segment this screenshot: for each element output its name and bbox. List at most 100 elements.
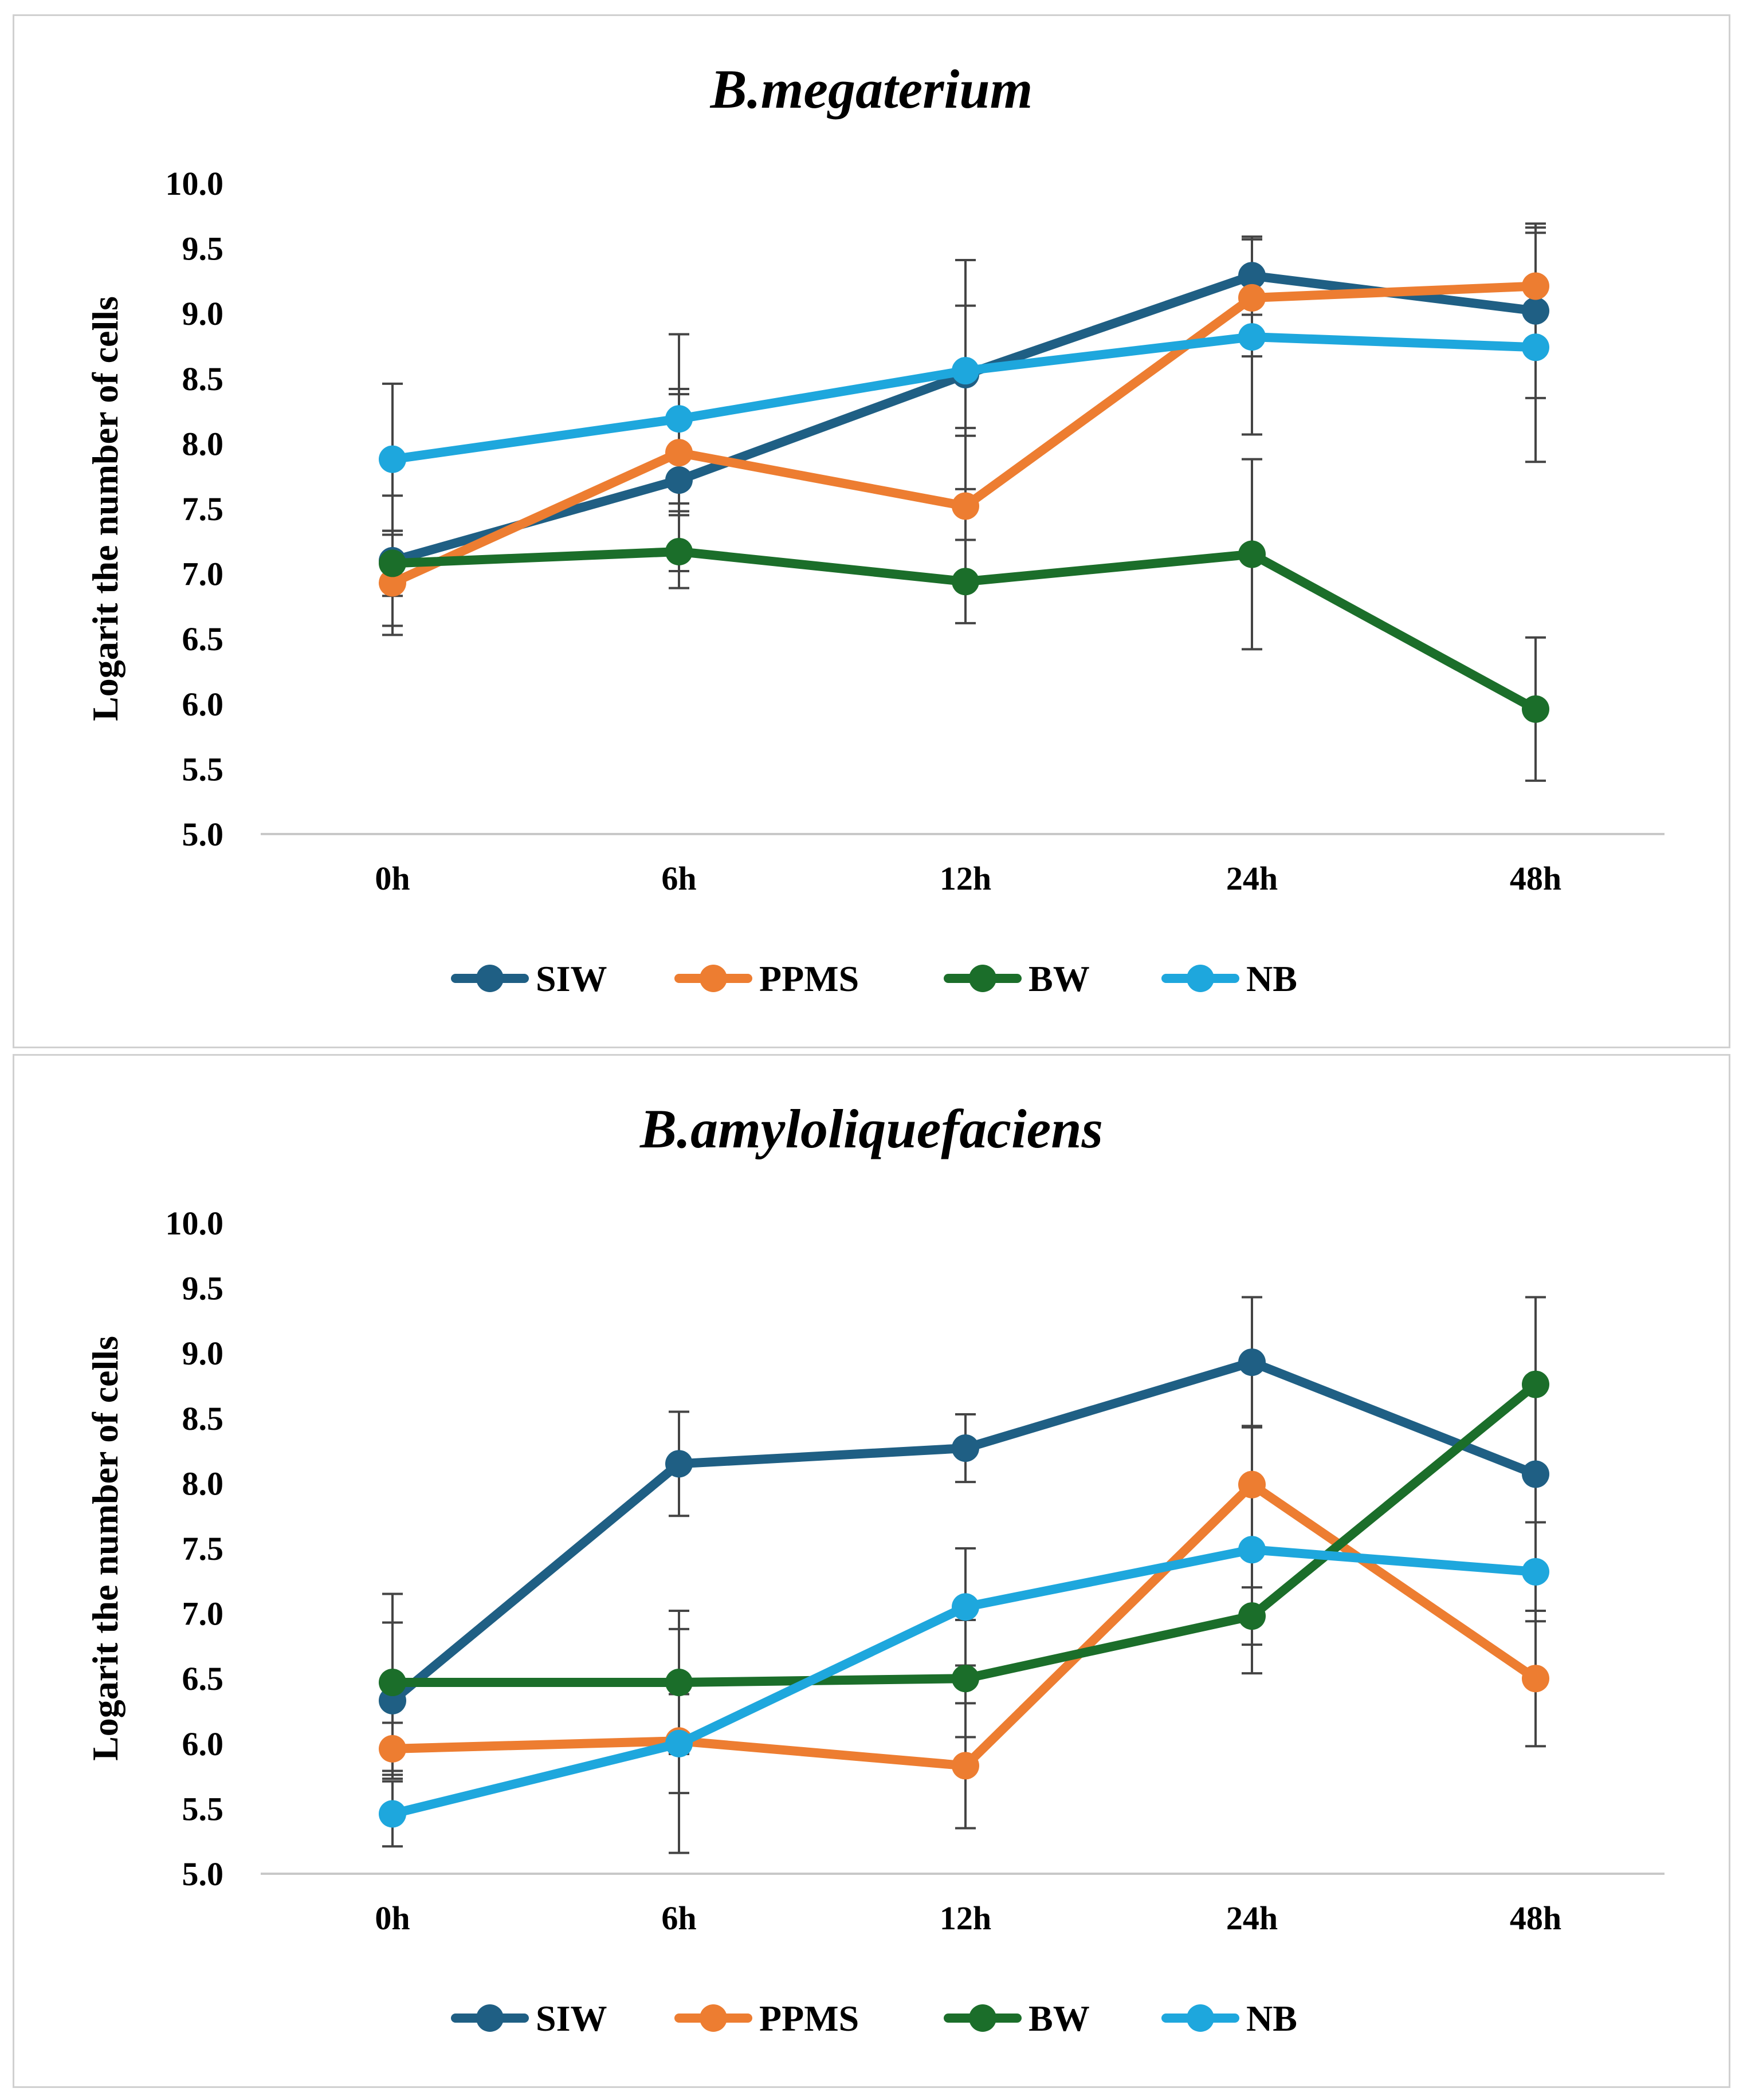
legend-label: BW xyxy=(1028,1998,1090,2039)
legend-label: SIW xyxy=(536,958,607,999)
y-tick-label-7-0: 7.0 xyxy=(182,1595,224,1633)
y-tick-label-9-0: 9.0 xyxy=(182,1335,224,1372)
legend-swatch-marker xyxy=(476,2004,504,2032)
point-nb-48h xyxy=(1522,333,1549,361)
point-bw-6h xyxy=(665,537,693,565)
legend-item-siw: SIW xyxy=(451,958,607,999)
legend-label: BW xyxy=(1028,958,1090,999)
legend-label: NB xyxy=(1246,1998,1297,2039)
point-nb-0h xyxy=(379,445,406,473)
y-tick-label-8-0: 8.0 xyxy=(182,1465,224,1502)
y-tick-label-6-5: 6.5 xyxy=(182,620,224,658)
chart-megaterium: B.megaterium Logarit the number of cells 5… xyxy=(85,58,1665,999)
y-tick-label-6-5: 6.5 xyxy=(182,1660,224,1697)
chart-title: B.megaterium xyxy=(710,58,1033,120)
legend-swatch-marker xyxy=(969,965,996,992)
y-tick-label-5-5: 5.5 xyxy=(182,1790,224,1827)
y-tick-label-10-0: 10.0 xyxy=(166,165,224,202)
legend-swatch-marker xyxy=(700,965,727,992)
y-axis-label: Logarit the number of cells xyxy=(85,1336,125,1761)
y-tick-label-6-0: 6.0 xyxy=(182,1725,224,1763)
series-line-siw xyxy=(388,1358,1540,1705)
x-tick-label-6h: 6h xyxy=(661,1900,696,1937)
legend-label: PPMS xyxy=(759,958,859,999)
y-tick-label-8-0: 8.0 xyxy=(182,425,224,462)
point-ppms-0h xyxy=(379,569,406,597)
point-siw-24h xyxy=(1238,1348,1266,1377)
legend-item-ppms: PPMS xyxy=(674,1998,859,2039)
point-siw-6h xyxy=(665,1450,693,1478)
x-tick-label-0h: 0h xyxy=(375,1900,410,1937)
legend-item-nb: NB xyxy=(1161,1998,1297,2039)
point-bw-48h xyxy=(1522,1370,1549,1398)
y-tick-label-7-5: 7.5 xyxy=(182,490,224,528)
point-ppms-48h xyxy=(1522,272,1549,300)
point-ppms-12h xyxy=(952,492,979,520)
point-siw-6h xyxy=(665,466,693,494)
chart-amyloliquefaciens: B.amyloliquefaciens Logarit the number of… xyxy=(85,1098,1665,2039)
legend-item-siw: SIW xyxy=(451,1998,607,2039)
point-nb-24h xyxy=(1238,323,1266,351)
legend-label: NB xyxy=(1246,958,1297,999)
y-tick-label-5-0: 5.0 xyxy=(182,816,224,853)
y-tick-label-5-0: 5.0 xyxy=(182,1855,224,1893)
x-tick-label-12h: 12h xyxy=(940,1900,991,1937)
legend-swatch-marker xyxy=(1187,965,1214,992)
point-bw-12h xyxy=(952,568,979,596)
point-siw-12h xyxy=(952,1434,979,1462)
point-bw-0h xyxy=(379,1669,406,1697)
legend-swatch-marker xyxy=(969,2004,996,2032)
point-siw-48h xyxy=(1522,297,1549,325)
x-tick-label-12h: 12h xyxy=(940,860,991,897)
x-tick-label-6h: 6h xyxy=(661,860,696,897)
y-tick-label-8-5: 8.5 xyxy=(182,1400,224,1437)
point-nb-12h xyxy=(952,357,979,385)
point-bw-24h xyxy=(1238,540,1266,568)
point-bw-12h xyxy=(952,1665,979,1693)
point-ppms-48h xyxy=(1522,1665,1549,1693)
y-tick-label-7-0: 7.0 xyxy=(182,556,224,593)
legend-swatch-marker xyxy=(476,965,504,992)
legend-item-bw: BW xyxy=(944,1998,1090,2039)
series-line-nb xyxy=(388,332,1540,464)
point-nb-12h xyxy=(952,1593,979,1621)
legend-item-nb: NB xyxy=(1161,958,1297,999)
point-bw-0h xyxy=(379,549,406,577)
point-nb-6h xyxy=(665,405,693,433)
chart-panel-amyloliquefaciens: B.amyloliquefaciens Logarit the number of… xyxy=(13,1054,1730,2088)
y-tick-label-10-0: 10.0 xyxy=(166,1205,224,1242)
point-nb-0h xyxy=(379,1800,406,1828)
chart-panel-megaterium: B.megaterium Logarit the number of cells 5… xyxy=(13,14,1730,1048)
legend-swatch-marker xyxy=(700,2004,727,2032)
point-ppms-6h xyxy=(665,439,693,467)
y-tick-label-9-5: 9.5 xyxy=(182,230,224,268)
y-tick-label-9-0: 9.0 xyxy=(182,295,224,332)
series-line-bw xyxy=(388,1379,1540,1688)
y-axis-label: Logarit the number of cells xyxy=(85,296,125,721)
y-tick-label-8-5: 8.5 xyxy=(182,360,224,398)
x-tick-label-48h: 48h xyxy=(1510,1900,1561,1937)
y-tick-label-5-5: 5.5 xyxy=(182,750,224,788)
y-tick-label-9-5: 9.5 xyxy=(182,1270,224,1307)
point-ppms-0h xyxy=(379,1735,406,1763)
legend-item-bw: BW xyxy=(944,958,1090,999)
x-tick-label-0h: 0h xyxy=(375,860,410,897)
point-nb-6h xyxy=(665,1729,693,1757)
x-tick-label-24h: 24h xyxy=(1226,1900,1278,1937)
point-ppms-24h xyxy=(1238,1470,1266,1499)
legend-item-ppms: PPMS xyxy=(674,958,859,999)
x-tick-label-48h: 48h xyxy=(1510,860,1561,897)
y-tick-label-6-0: 6.0 xyxy=(182,686,224,723)
point-bw-48h xyxy=(1522,695,1549,723)
x-tick-label-24h: 24h xyxy=(1226,860,1278,897)
point-nb-24h xyxy=(1238,1536,1266,1564)
point-ppms-12h xyxy=(952,1752,979,1780)
point-nb-48h xyxy=(1522,1558,1549,1586)
point-bw-6h xyxy=(665,1669,693,1697)
legend-label: SIW xyxy=(536,1998,607,2039)
chart-title: B.amyloliquefaciens xyxy=(639,1098,1103,1159)
y-tick-label-7-5: 7.5 xyxy=(182,1530,224,1567)
point-bw-24h xyxy=(1238,1602,1266,1630)
point-siw-48h xyxy=(1522,1460,1549,1488)
point-ppms-24h xyxy=(1238,284,1266,312)
